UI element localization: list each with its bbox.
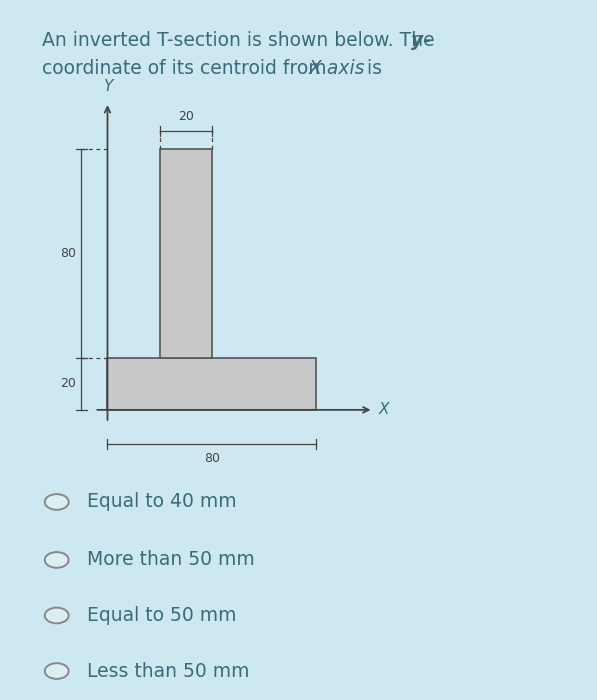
Bar bbox=[159, 149, 212, 358]
Text: 80: 80 bbox=[60, 247, 76, 260]
Text: 20: 20 bbox=[178, 110, 193, 123]
Ellipse shape bbox=[45, 663, 69, 679]
Text: Y: Y bbox=[103, 79, 112, 95]
Text: X axis: X axis bbox=[309, 60, 366, 78]
Text: More than 50 mm: More than 50 mm bbox=[87, 550, 254, 569]
Bar bbox=[107, 358, 316, 410]
Text: 80: 80 bbox=[204, 452, 220, 465]
Text: Less than 50 mm: Less than 50 mm bbox=[87, 662, 249, 680]
Ellipse shape bbox=[45, 494, 69, 510]
Text: y-: y- bbox=[411, 32, 431, 50]
Text: An inverted T-section is shown below. The: An inverted T-section is shown below. Th… bbox=[42, 32, 441, 50]
Ellipse shape bbox=[45, 552, 69, 568]
Text: coordinate of its centroid from: coordinate of its centroid from bbox=[42, 60, 333, 78]
Ellipse shape bbox=[45, 608, 69, 623]
Text: is: is bbox=[361, 60, 381, 78]
Text: Equal to 40 mm: Equal to 40 mm bbox=[87, 493, 236, 512]
Text: 20: 20 bbox=[60, 377, 76, 391]
Text: Equal to 50 mm: Equal to 50 mm bbox=[87, 606, 236, 625]
Text: X: X bbox=[378, 402, 389, 417]
